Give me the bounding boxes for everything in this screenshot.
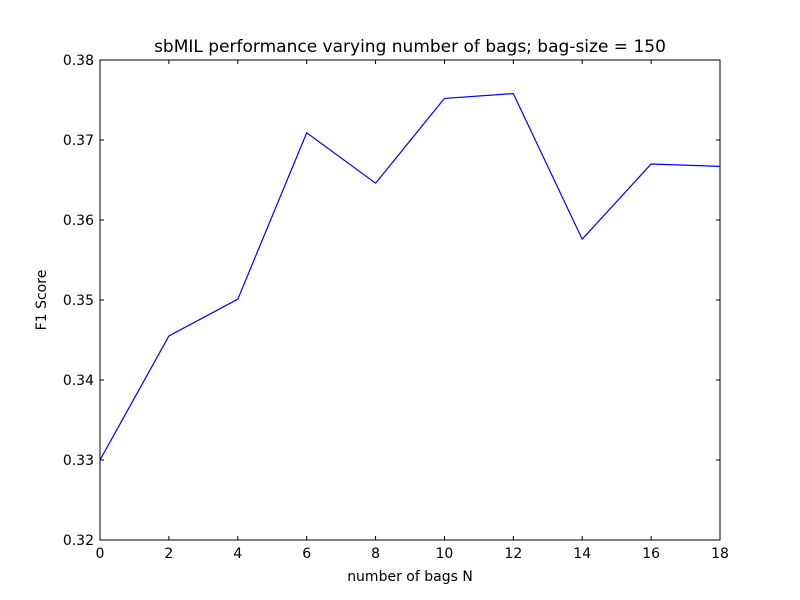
y-axis-tick-labels: 0.32 0.33 0.34 0.35 0.36 0.37 0.38 [63,53,94,549]
series-layer [99,92,721,461]
y-tick-label: 0.33 [63,453,94,469]
y-tick-label: 0.36 [63,213,94,229]
x-tick-label: 0 [96,546,105,562]
x-tick-label: 18 [711,546,729,562]
x-tick-label: 4 [233,546,242,562]
x-axis-label: number of bags N [347,569,473,585]
x-tick-label: 16 [642,546,660,562]
x-tick-label: 12 [504,546,522,562]
x-tick-label: 2 [164,546,173,562]
y-axis-ticks [100,59,720,541]
series-line [99,92,721,461]
plot-frame [99,59,721,541]
chart-title: sbMIL performance varying number of bags… [154,37,666,57]
y-tick-label: 0.37 [63,133,94,149]
y-axis-label: F1 Score [34,270,50,331]
y-tick-label: 0.35 [63,293,94,309]
x-tick-label: 8 [371,546,380,562]
y-tick-label: 0.34 [63,373,94,389]
x-axis-ticks [99,60,721,540]
y-tick-label: 0.32 [63,533,94,549]
x-tick-label: 6 [302,546,311,562]
x-axis-tick-labels: 0 2 4 6 8 10 12 14 16 18 [96,546,729,562]
plot-area [99,59,721,541]
x-tick-label: 14 [573,546,591,562]
x-tick-label: 10 [436,546,454,562]
y-tick-label: 0.38 [63,53,94,69]
